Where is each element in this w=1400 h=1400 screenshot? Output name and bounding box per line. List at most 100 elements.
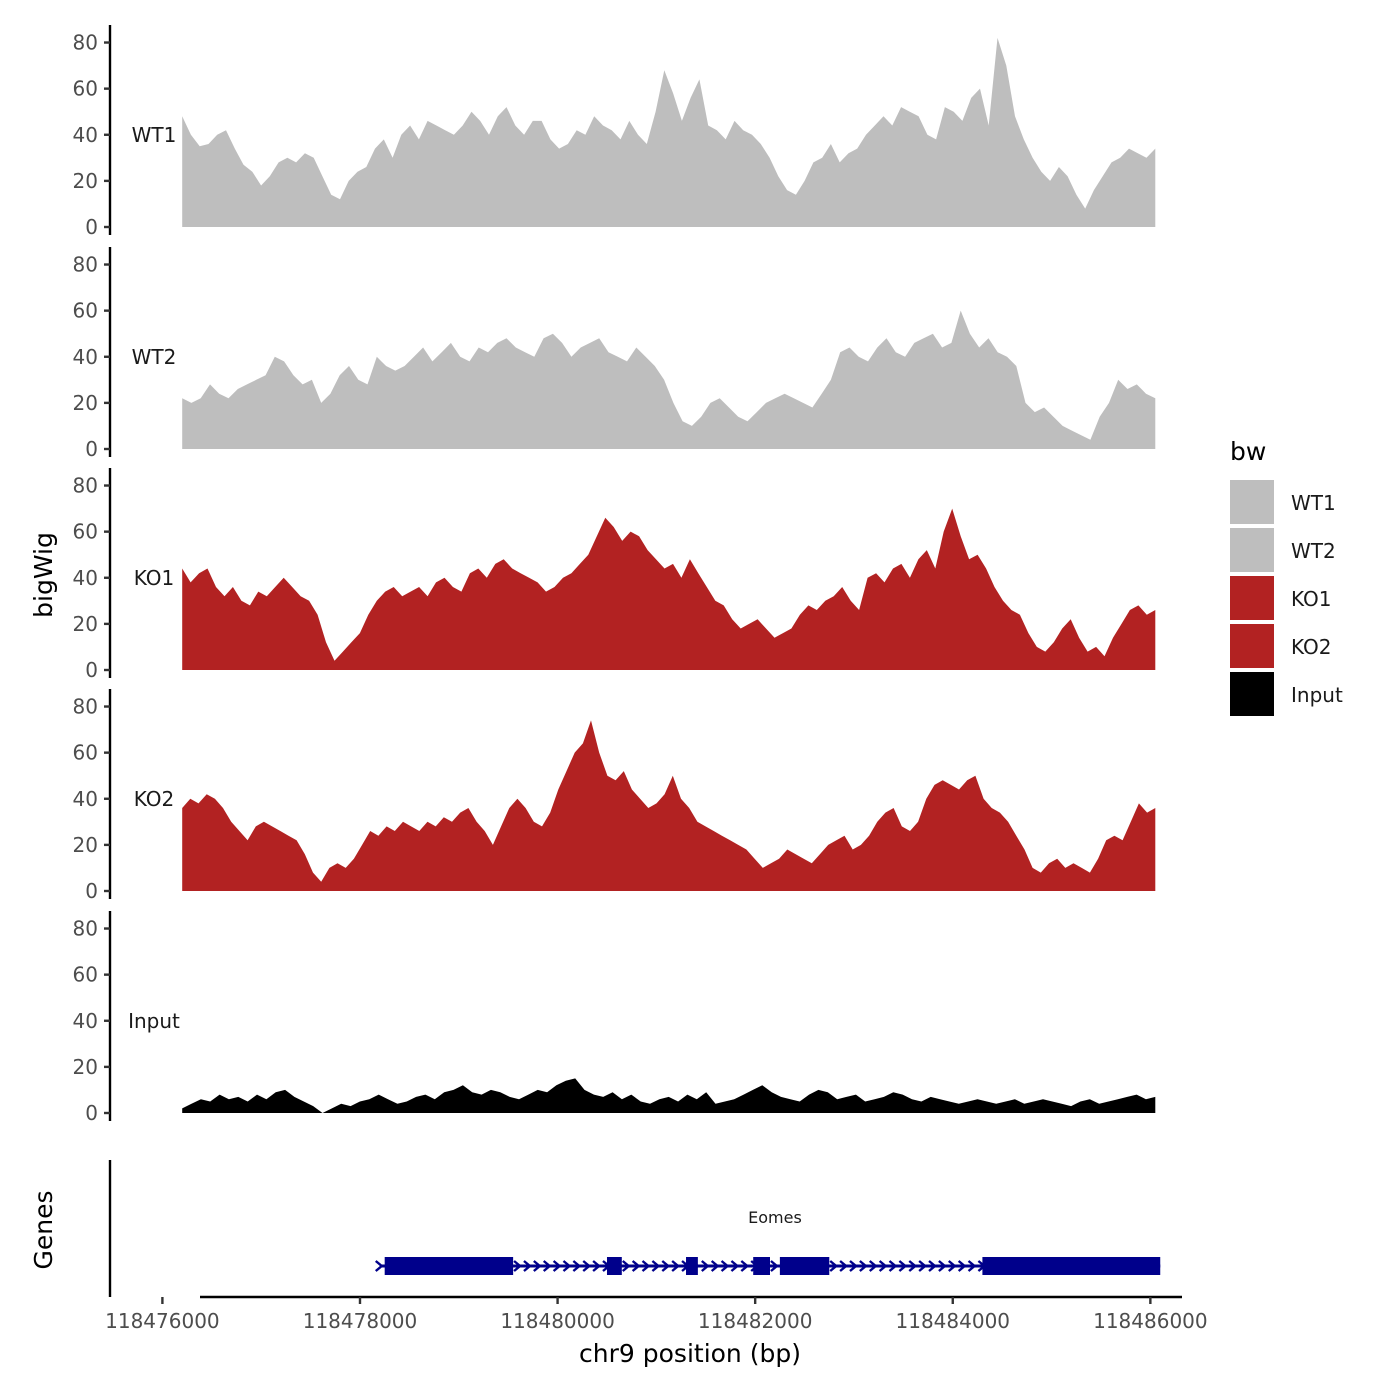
strand-arrow-icon [829, 1260, 839, 1272]
strand-arrow-icon [592, 1260, 601, 1272]
y-tick-label: 80 [73, 917, 98, 941]
strand-arrow-icon [552, 1260, 562, 1272]
strand-arrow-icon [770, 1260, 779, 1272]
legend: bw WT1 WT2 KO1 KO2 Input [1230, 437, 1343, 716]
track-area-input [182, 1078, 1156, 1113]
track-input: 0 20 40 60 80 Input [73, 911, 1156, 1125]
y-tick-label: 80 [73, 253, 98, 277]
y-tick-label: 0 [85, 215, 98, 239]
strand-arrow-icon [523, 1260, 532, 1272]
strand-arrow-icon [878, 1260, 888, 1272]
y-tick-label: 80 [73, 474, 98, 498]
strand-arrow-icon [740, 1260, 750, 1272]
strand-arrow-icon [720, 1260, 730, 1272]
y-tick-label: 40 [73, 345, 98, 369]
strand-arrow-icon [701, 1260, 710, 1272]
track-label: KO2 [134, 787, 175, 811]
y-tick-label: 20 [73, 391, 98, 415]
legend-label: WT2 [1291, 539, 1336, 563]
strand-arrow-icon [542, 1260, 552, 1272]
x-tick-label: 118484000 [896, 1309, 1011, 1333]
y-tick-label: 60 [73, 520, 98, 544]
x-tick-label: 118476000 [105, 1309, 220, 1333]
strand-arrow-icon [582, 1260, 592, 1272]
strand-arrow-icon [898, 1260, 908, 1272]
legend-key-wt2 [1230, 528, 1274, 572]
strand-arrow-icon [967, 1260, 977, 1272]
strand-arrow-icon [938, 1260, 947, 1272]
legend-label: KO1 [1291, 587, 1332, 611]
y-tick-label: 40 [73, 1009, 98, 1033]
gene-exon [606, 1257, 622, 1275]
strand-arrow-icon [661, 1260, 671, 1272]
strand-arrow-icon [374, 1260, 384, 1272]
gene-exon [384, 1257, 514, 1275]
y-tick-label: 40 [73, 123, 98, 147]
strand-arrow-icon [631, 1260, 641, 1272]
y-tick-label: 60 [73, 963, 98, 987]
strand-arrow-icon [918, 1260, 928, 1272]
legend-label: Input [1291, 683, 1343, 707]
x-axis: 118476000 118478000 118480000 118482000 1184… [105, 1295, 1208, 1333]
strand-arrow-icon [859, 1260, 868, 1272]
legend-label: KO2 [1291, 635, 1332, 659]
gene-name-label: Eomes [748, 1208, 802, 1227]
track-label: WT1 [132, 123, 177, 147]
strand-arrow-icon [839, 1260, 848, 1272]
legend-key-ko1 [1230, 576, 1274, 620]
legend-key-input [1230, 672, 1274, 716]
y-tick-label: 20 [73, 612, 98, 636]
y-tick-label: 40 [73, 566, 98, 590]
strand-arrow-icon [572, 1260, 582, 1272]
strand-arrow-icon [651, 1260, 661, 1272]
y-axis-title-genes: Genes [29, 1190, 58, 1269]
track-label: KO1 [134, 566, 175, 590]
y-tick-label: 60 [73, 77, 98, 101]
track-wt2: 0 20 40 60 80 WT2 [73, 247, 1156, 461]
gene-exon [779, 1257, 830, 1275]
strand-arrow-icon [730, 1260, 740, 1272]
track-ko1: 0 20 40 60 80 KO1 [73, 468, 1156, 682]
y-tick-label: 80 [73, 31, 98, 55]
track-wt1: 0 20 40 60 80 WT1 [73, 25, 1156, 239]
x-tick-label: 118478000 [303, 1309, 418, 1333]
legend-key-ko2 [1230, 624, 1274, 668]
gene-eomes: Eomes [374, 1208, 1161, 1275]
gene-panel: Eomes [108, 1160, 1161, 1297]
signal-tracks: 0 20 40 60 80 WT1 0 20 40 60 80 WT2 0 20 40 60 80 KO1 0 20 4… [73, 25, 1156, 1125]
y-tick-label: 40 [73, 787, 98, 811]
legend-key-wt1 [1230, 480, 1274, 524]
strand-arrow-icon [947, 1260, 957, 1272]
x-axis-title: chr9 position (bp) [579, 1339, 801, 1368]
track-label: Input [128, 1009, 180, 1033]
legend-title: bw [1230, 437, 1266, 466]
y-tick-label: 0 [85, 879, 98, 903]
y-tick-label: 20 [73, 833, 98, 857]
strand-arrow-icon [868, 1260, 878, 1272]
strand-arrow-icon [562, 1260, 572, 1272]
strand-arrow-icon [849, 1260, 858, 1272]
strand-arrow-icon [710, 1260, 720, 1272]
strand-arrow-icon [957, 1260, 967, 1272]
y-tick-label: 60 [73, 299, 98, 323]
strand-arrow-icon [641, 1260, 651, 1272]
y-tick-label: 0 [85, 658, 98, 682]
y-axis-title-signal: bigWig [29, 532, 58, 618]
x-tick-label: 118480000 [500, 1309, 615, 1333]
y-tick-label: 0 [85, 437, 98, 461]
track-area-wt1 [182, 37, 1156, 228]
track-area-wt2 [182, 310, 1156, 449]
y-tick-label: 20 [73, 1055, 98, 1079]
strand-arrow-icon [621, 1260, 631, 1272]
gene-exon [982, 1257, 1161, 1275]
strand-arrow-icon [513, 1260, 522, 1272]
track-ko2: 0 20 40 60 80 KO2 [73, 689, 1156, 903]
y-tick-label: 20 [73, 169, 98, 193]
strand-arrow-icon [533, 1260, 542, 1272]
strand-arrow-icon [888, 1260, 898, 1272]
gene-exon [753, 1257, 770, 1275]
track-area-ko2 [182, 720, 1156, 891]
x-tick-label: 118482000 [698, 1309, 813, 1333]
y-tick-label: 80 [73, 695, 98, 719]
